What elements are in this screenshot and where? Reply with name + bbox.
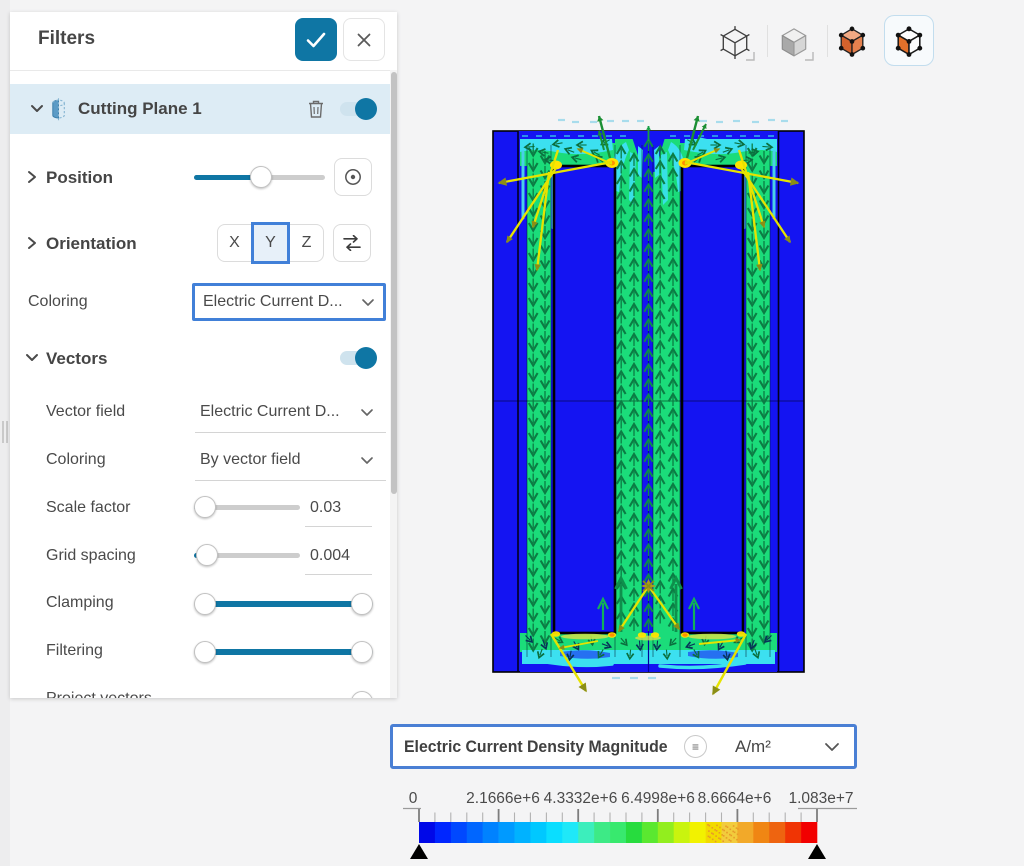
svg-text:6.4998e+6: 6.4998e+6 (621, 790, 695, 807)
svg-text:0: 0 (409, 790, 418, 807)
svg-text:2.1666e+6: 2.1666e+6 (466, 790, 540, 807)
svg-text:1.083e+7: 1.083e+7 (788, 790, 853, 807)
svg-text:4.3332e+6: 4.3332e+6 (544, 790, 618, 807)
svg-text:8.6664e+6: 8.6664e+6 (698, 790, 772, 807)
